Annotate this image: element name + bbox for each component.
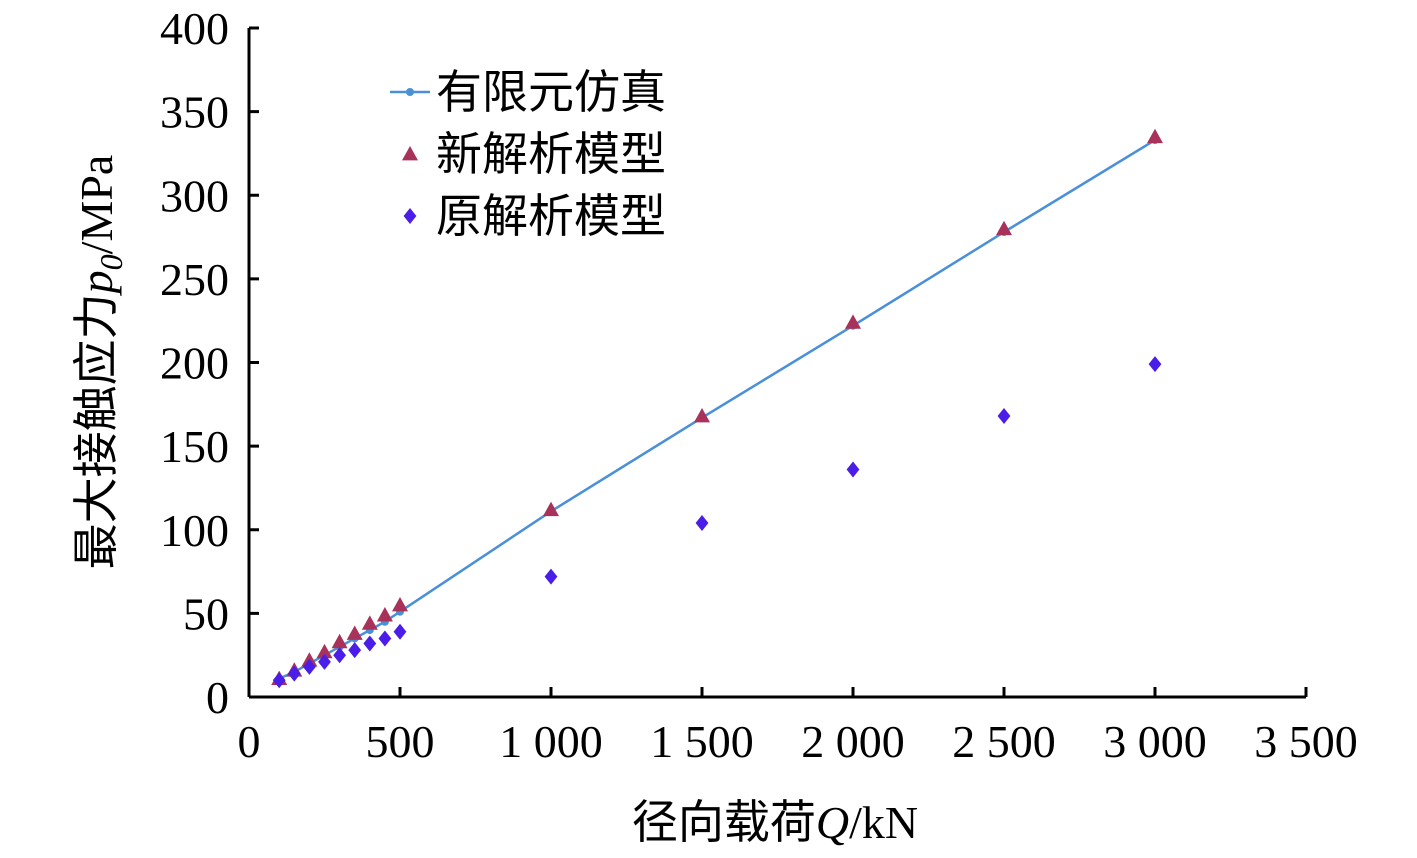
- data-point: [378, 630, 392, 647]
- x-tick-label: 3 000: [1103, 716, 1207, 767]
- legend-label: 新解析模型: [436, 129, 666, 180]
- y-tick-label: 100: [160, 505, 229, 556]
- y-tick-label: 200: [160, 338, 229, 389]
- data-point: [333, 647, 346, 664]
- data-point: [287, 665, 301, 682]
- y-tick-label: 250: [160, 254, 229, 305]
- data-point: [997, 408, 1011, 425]
- legend-item-0: 有限元仿真: [390, 67, 666, 118]
- data-point: [694, 408, 710, 423]
- legend-item-2: 原解析模型: [403, 191, 666, 242]
- y-tick-label: 50: [183, 588, 229, 639]
- data-point: [318, 653, 331, 670]
- data-point: [361, 615, 378, 630]
- data-point: [348, 642, 362, 659]
- data-point: [316, 643, 333, 659]
- legend-item-1: 新解析模型: [402, 129, 666, 180]
- data-point: [392, 597, 408, 612]
- series-1: [271, 128, 1163, 686]
- data-point: [303, 658, 316, 675]
- data-point: [346, 625, 363, 640]
- data-point: [331, 633, 348, 649]
- x-tick-label: 1 000: [499, 716, 603, 767]
- legend-swatch-marker: [406, 88, 414, 96]
- legend-label: 有限元仿真: [436, 67, 666, 118]
- x-tick-label: 2 000: [801, 716, 905, 767]
- data-point: [846, 461, 860, 478]
- x-tick-label: 1 500: [650, 716, 754, 767]
- y-tick-label: 400: [160, 3, 229, 54]
- data-point: [272, 672, 286, 689]
- data-point: [393, 623, 407, 640]
- y-tick-label: 300: [160, 170, 229, 221]
- x-tick-label: 500: [366, 716, 435, 767]
- data-point: [363, 635, 377, 652]
- y-tick-label: 150: [160, 421, 229, 472]
- y-axis-title: 最大接触应力p0/MPa: [71, 155, 129, 570]
- y-tick-label: 350: [160, 87, 229, 138]
- series-2: [272, 356, 1162, 689]
- legend-swatch: [402, 146, 418, 161]
- y-tick-label: 0: [206, 672, 229, 723]
- data-point: [695, 515, 709, 532]
- legend-label: 原解析模型: [436, 191, 666, 242]
- legend-swatch: [403, 208, 417, 224]
- data-point: [544, 568, 558, 585]
- x-tick-label: 3 500: [1254, 716, 1358, 767]
- data-point: [1147, 128, 1163, 144]
- series-layer: [271, 128, 1163, 689]
- x-tick-label: 0: [238, 716, 261, 767]
- x-tick-label: 2 500: [952, 716, 1056, 767]
- data-point: [1148, 356, 1162, 373]
- data-point: [996, 220, 1012, 236]
- data-point: [543, 501, 559, 517]
- x-axis-title: 径向载荷Q/kN: [632, 797, 918, 848]
- axes: 0 500 1 000 1 500 2 000 2 500 3 000 3 500 0 50 100…: [160, 3, 1358, 767]
- data-point: [845, 314, 861, 329]
- data-point: [376, 607, 393, 622]
